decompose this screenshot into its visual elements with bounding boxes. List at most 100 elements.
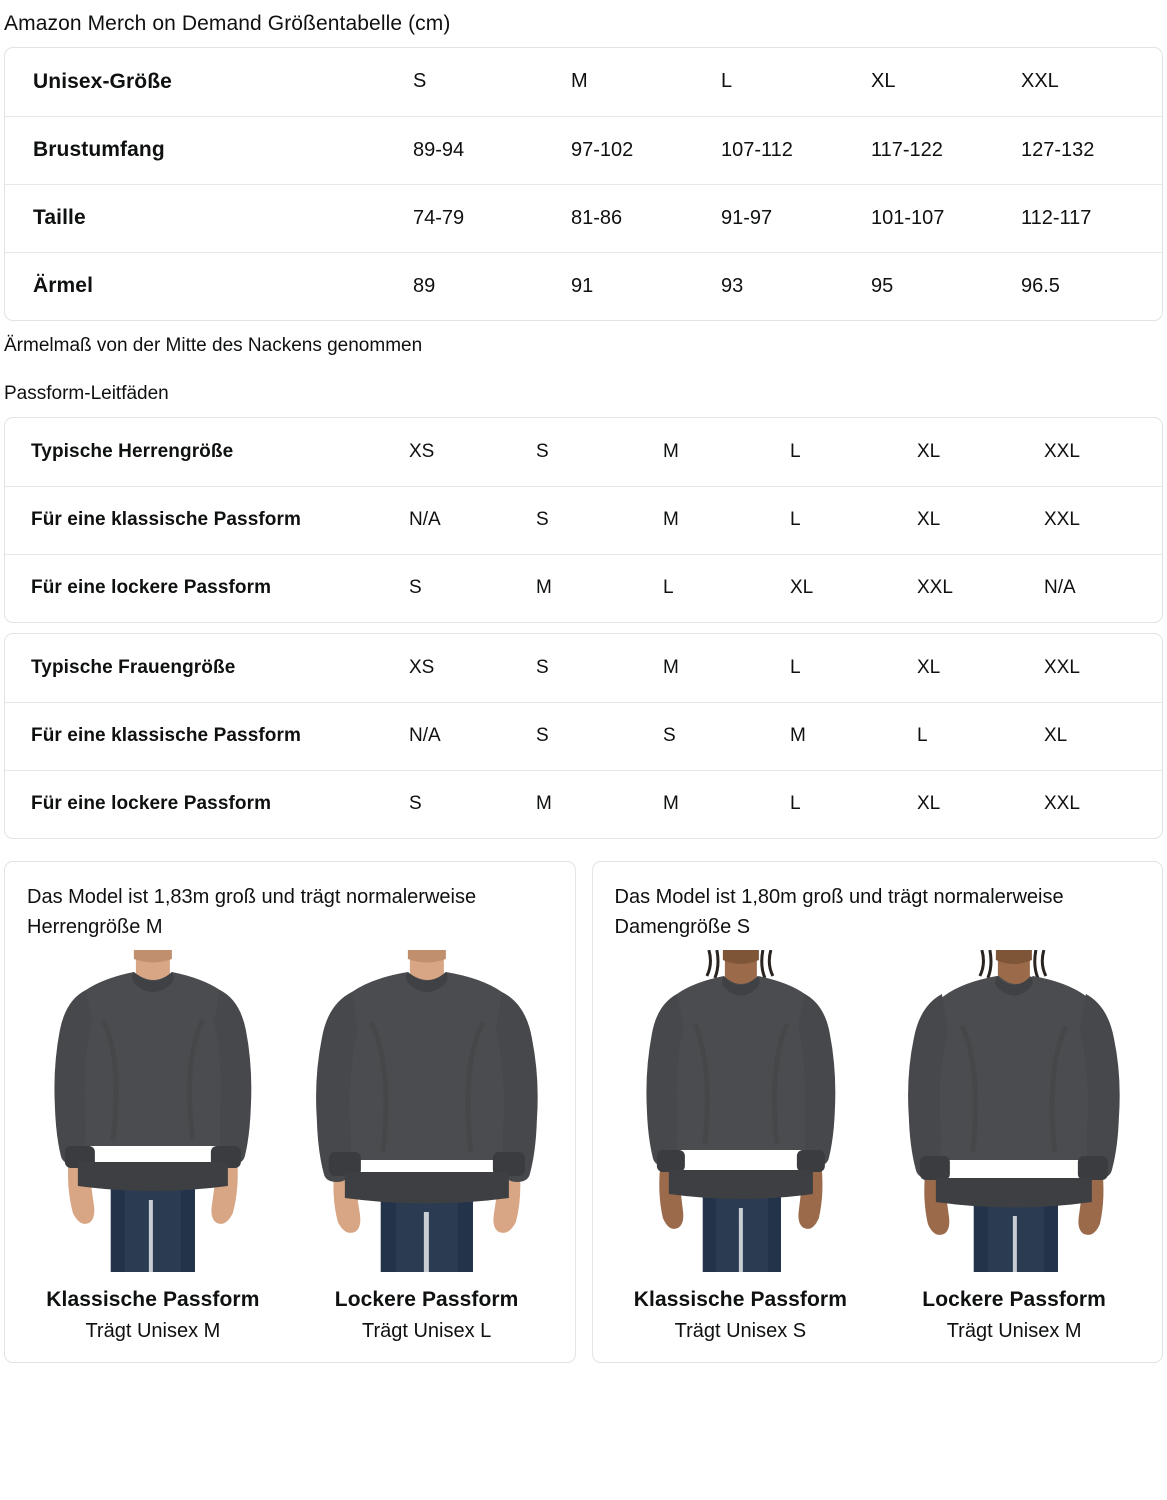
cell-chest-xl: 117-122: [871, 115, 1021, 184]
model-col-womens-relaxed: [888, 950, 1140, 1272]
cell-waist-m: 81-86: [571, 183, 721, 252]
mens-relaxed-fit-photo: [301, 950, 553, 1272]
cell-mens-typical-4: XL: [917, 440, 941, 462]
womens-model-panel: Das Model ist 1,80m groß und trägt norma…: [591, 861, 1163, 1363]
cell-waist-l: 91-97: [721, 183, 871, 252]
row-label-waist: Taille: [5, 183, 413, 252]
mens-model-labels: Klassische Passform Trägt Unisex M Locke…: [27, 1286, 553, 1346]
cell-mens-typical-5: XXL: [1044, 440, 1080, 462]
female-model-relaxed-illustration: [908, 950, 1120, 1272]
row-label-womens-relaxed-fit: Für eine lockere Passform: [5, 769, 409, 838]
model-col-mens-classic: [27, 950, 279, 1272]
model-panels: Das Model ist 1,83m groß und trägt norma…: [4, 861, 1163, 1363]
womens-fit-table: Typische Frauengröße XS S M L XL XXL Für…: [5, 634, 1162, 838]
column-header-xxl: XXL: [1021, 70, 1059, 93]
mens-classic-fit-label: Klassische Passform: [46, 1288, 260, 1311]
womens-model-figures: [615, 950, 1141, 1272]
table-row: Typische Herrengröße XS S M L XL XXL: [5, 418, 1162, 486]
cell-womens-typical-5: XXL: [1044, 656, 1080, 678]
womens-classic-label-col: Klassische Passform Trägt Unisex S: [615, 1286, 867, 1346]
cell-womens-typical-4: XL: [917, 656, 941, 678]
column-header-m: M: [571, 70, 588, 93]
cell-mens-classic-0: N/A: [409, 485, 536, 554]
column-header-s: S: [413, 70, 427, 93]
cell-chest-s: 89-94: [413, 115, 571, 184]
womens-classic-fit-photo: [615, 950, 867, 1272]
cell-chest-xxl: 127-132: [1021, 115, 1162, 184]
mens-relaxed-wears-label: Trägt Unisex L: [361, 1320, 492, 1342]
female-model-classic-illustration: [645, 950, 835, 1272]
mens-relaxed-label-col: Lockere Passform Trägt Unisex L: [301, 1286, 553, 1346]
cell-mens-typical-2: M: [663, 440, 679, 462]
column-header-xl: XL: [871, 70, 896, 93]
mens-classic-label-col: Klassische Passform Trägt Unisex M: [27, 1286, 279, 1346]
table-row: Taille 74-79 81-86 91-97 101-107 112-117: [5, 183, 1162, 252]
measurement-table-card: Unisex-Größe S M L XL XXL Brustumfang 89…: [4, 47, 1163, 321]
cell-womens-classic-0: N/A: [409, 701, 536, 770]
cell-womens-classic-5: XL: [1044, 701, 1162, 770]
cell-mens-relaxed-0: S: [409, 553, 536, 622]
cell-mens-classic-4: XL: [917, 485, 1044, 554]
table-row: Typische Frauengröße XS S M L XL XXL: [5, 634, 1162, 702]
sleeve-measurement-note: Ärmelmaß von der Mitte des Nackens genom…: [4, 335, 423, 356]
womens-fit-table-card: Typische Frauengröße XS S M L XL XXL Für…: [4, 633, 1163, 839]
mens-classic-fit-photo: [27, 950, 279, 1272]
cell-chest-m: 97-102: [571, 115, 721, 184]
row-label-chest: Brustumfang: [5, 115, 413, 184]
cell-mens-classic-1: S: [536, 485, 663, 554]
fit-guides-label: Passform-Leitfäden: [4, 383, 169, 404]
womens-relaxed-fit-label: Lockere Passform: [922, 1288, 1106, 1311]
measurement-table: Unisex-Größe S M L XL XXL Brustumfang 89…: [5, 48, 1162, 320]
table-row: Ärmel 89 91 93 95 96.5: [5, 251, 1162, 320]
table-row: Für eine lockere Passform S M L XL XXL N…: [5, 553, 1162, 622]
cell-womens-classic-2: S: [663, 701, 790, 770]
cell-womens-classic-4: L: [917, 701, 1044, 770]
mens-relaxed-fit-label: Lockere Passform: [334, 1288, 519, 1311]
mens-model-caption: Das Model ist 1,83m groß und trägt norma…: [27, 886, 477, 938]
mens-classic-wears-label: Trägt Unisex M: [85, 1320, 221, 1342]
table-row: Für eine klassische Passform N/A S S M L…: [5, 701, 1162, 770]
cell-womens-relaxed-4: XL: [917, 769, 1044, 838]
cell-womens-relaxed-0: S: [409, 769, 536, 838]
cell-mens-typical-0: XS: [409, 440, 435, 462]
cell-womens-typical-3: L: [790, 656, 801, 678]
row-label-typical-mens-size: Typische Herrengröße: [31, 440, 234, 462]
row-label-mens-relaxed-fit: Für eine lockere Passform: [5, 553, 409, 622]
row-label-typical-womens-size: Typische Frauengröße: [31, 656, 236, 678]
column-header-l: L: [721, 70, 733, 93]
row-label-sleeve: Ärmel: [5, 251, 413, 320]
table-row: Brustumfang 89-94 97-102 107-112 117-122…: [5, 115, 1162, 184]
cell-womens-relaxed-5: XXL: [1044, 769, 1162, 838]
cell-womens-classic-1: S: [536, 701, 663, 770]
womens-relaxed-wears-label: Trägt Unisex M: [946, 1320, 1082, 1342]
mens-fit-table: Typische Herrengröße XS S M L XL XXL Für…: [5, 418, 1162, 622]
cell-womens-classic-3: M: [790, 701, 917, 770]
table-row: Für eine lockere Passform S M M L XL XXL: [5, 769, 1162, 838]
cell-mens-relaxed-5: N/A: [1044, 553, 1162, 622]
womens-model-caption: Das Model ist 1,80m groß und trägt norma…: [614, 886, 1064, 938]
cell-womens-relaxed-3: L: [790, 769, 917, 838]
cell-sleeve-xxl: 96.5: [1021, 251, 1162, 320]
cell-sleeve-m: 91: [571, 251, 721, 320]
cell-mens-relaxed-1: M: [536, 553, 663, 622]
cell-womens-typical-0: XS: [409, 656, 435, 678]
cell-mens-classic-3: L: [790, 485, 917, 554]
table-row: Für eine klassische Passform N/A S M L X…: [5, 485, 1162, 554]
mens-fit-table-card: Typische Herrengröße XS S M L XL XXL Für…: [4, 417, 1163, 623]
womens-relaxed-fit-photo: [888, 950, 1140, 1272]
cell-womens-relaxed-1: M: [536, 769, 663, 838]
cell-womens-typical-1: S: [536, 656, 549, 678]
model-col-mens-relaxed: [301, 950, 553, 1272]
cell-sleeve-l: 93: [721, 251, 871, 320]
column-header-unisex-size: Unisex-Größe: [33, 69, 172, 93]
cell-chest-l: 107-112: [721, 115, 871, 184]
cell-mens-typical-3: L: [790, 440, 801, 462]
womens-classic-wears-label: Trägt Unisex S: [674, 1320, 807, 1342]
cell-sleeve-xl: 95: [871, 251, 1021, 320]
row-label-womens-classic-fit: Für eine klassische Passform: [5, 701, 409, 770]
cell-waist-s: 74-79: [413, 183, 571, 252]
cell-mens-relaxed-3: XL: [790, 553, 917, 622]
womens-model-labels: Klassische Passform Trägt Unisex S Locke…: [615, 1286, 1141, 1346]
cell-mens-typical-1: S: [536, 440, 549, 462]
